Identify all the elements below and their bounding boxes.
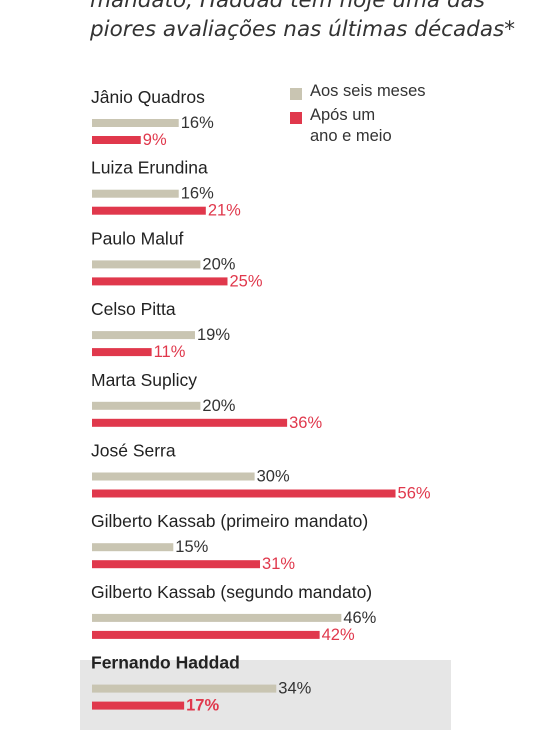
bar [92, 401, 201, 410]
bar [92, 543, 174, 552]
bar-value-label: 11% [154, 343, 186, 361]
bar-value-label: 46% [343, 609, 376, 627]
bar [92, 260, 201, 269]
bar [92, 331, 195, 340]
bar-value-label: 17% [186, 697, 219, 715]
bar-value-label: 16% [181, 185, 214, 203]
bar [92, 684, 277, 693]
bar-value-label: 9% [143, 131, 167, 149]
legend-label: Após um [310, 106, 376, 124]
bar-value-label: 30% [257, 468, 290, 486]
bar [92, 472, 255, 481]
bar-value-label: 34% [278, 680, 311, 698]
bar [92, 348, 152, 357]
category-label: Luiza Erundina [91, 158, 208, 178]
bar [92, 119, 179, 127]
chart-title-line: mandato, Haddad tem hoje uma das [90, 0, 485, 13]
bar [92, 630, 320, 639]
bar-value-label: 42% [322, 626, 355, 644]
highlighted-row-background [80, 660, 451, 730]
category-label: Marta Suplicy [91, 370, 197, 390]
bar-value-label: 16% [181, 114, 214, 132]
bar [92, 560, 261, 569]
chart-title-line: piores avaliações nas últimas décadas* [90, 17, 515, 42]
category-label: Fernando Haddad [91, 653, 240, 673]
category-label: Paulo Maluf [91, 228, 184, 248]
bar-value-label: 21% [208, 202, 241, 220]
bar [92, 189, 179, 198]
category-label: José Serra [91, 441, 176, 461]
bar-value-label: 31% [262, 555, 295, 573]
bar [92, 489, 396, 498]
bar-value-label: 36% [289, 414, 322, 432]
legend-swatch-ano-e-meio [290, 112, 302, 124]
bar-value-label: 15% [175, 538, 208, 556]
legend-label: ano e meio [310, 127, 392, 145]
bar-value-label: 20% [202, 397, 235, 415]
bar [92, 206, 206, 215]
bar [92, 613, 342, 622]
category-label: Gilberto Kassab (primeiro mandato) [91, 511, 368, 531]
category-label: Gilberto Kassab (segundo mandato) [91, 582, 372, 602]
bar [92, 277, 228, 286]
bar-value-label: 19% [197, 326, 230, 344]
chart-title: mandato, Haddad tem hoje uma das piores … [90, 0, 530, 44]
bar [92, 136, 141, 144]
bar-value-label: 20% [202, 255, 235, 273]
bar-value-label: 56% [398, 485, 431, 503]
bar [92, 418, 288, 427]
bar-value-label: 25% [230, 272, 263, 290]
category-label: Celso Pitta [91, 299, 176, 319]
legend-label: Aos seis meses [310, 82, 426, 100]
bar [92, 701, 185, 710]
category-label: Jânio Quadros [91, 87, 205, 107]
legend-swatch-seis-meses [290, 88, 302, 100]
